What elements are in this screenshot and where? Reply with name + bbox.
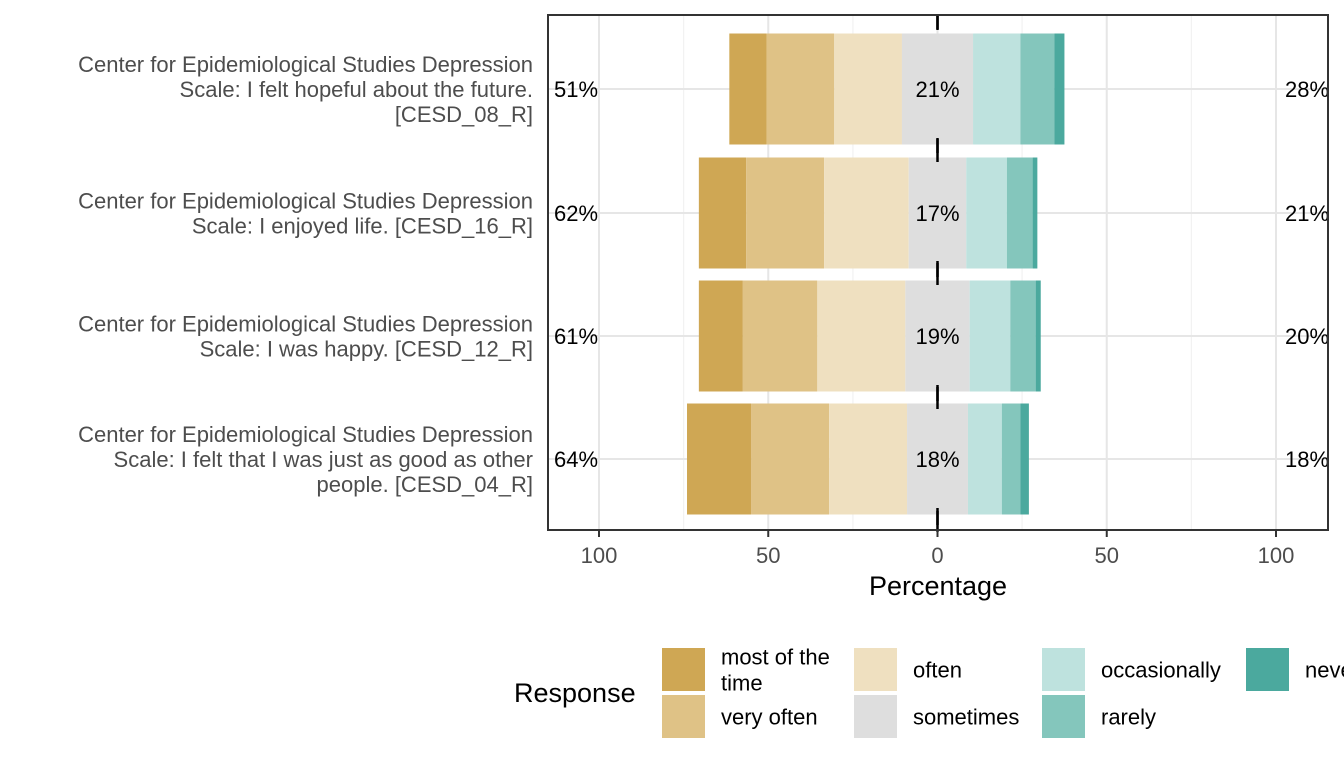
legend-label: most of the time (721, 645, 830, 696)
bar-segment (698, 157, 747, 269)
bar-segment (742, 280, 818, 392)
x-axis: 100 50 0 50 100 (547, 14, 1329, 568)
bar-segment (824, 157, 909, 269)
bar-segment (1006, 157, 1033, 269)
neutral-percent-label: 21% (915, 77, 959, 102)
x-tick-label: 0 (931, 543, 943, 568)
item-labels: Center for Epidemiological Studies Depre… (78, 52, 533, 497)
legend-item: occasionally (1042, 648, 1221, 691)
bar-segment (967, 403, 1002, 515)
legend-key (854, 648, 897, 691)
legend-label: often (913, 658, 962, 683)
low-percent-label: 64% (554, 447, 598, 472)
legend-item: sometimes (854, 695, 1019, 738)
legend-key (662, 648, 705, 691)
legend-key (1246, 648, 1289, 691)
neutral-percent-label: 17% (915, 201, 959, 226)
bar-segment (1054, 33, 1065, 145)
legend-key (662, 695, 705, 738)
bar-segment (908, 157, 967, 269)
legend-title: Response (514, 678, 636, 708)
high-percent-label: 21% (1285, 201, 1329, 226)
item-label: Center for Epidemiological Studies Depre… (78, 312, 533, 362)
bar-segment (907, 403, 968, 515)
low-percent-label: 51% (554, 77, 598, 102)
legend-key (1042, 695, 1085, 738)
bar-segment (969, 280, 1011, 392)
item-label: Center for Epidemiological Studies Depre… (78, 189, 533, 239)
bar-segment (1032, 157, 1038, 269)
bar-segment (1020, 33, 1055, 145)
legend-item: rarely (1042, 695, 1156, 738)
bar-segment (751, 403, 830, 515)
x-tick-label: 50 (756, 543, 780, 568)
legend-item: never (1246, 648, 1344, 691)
bar-segment (829, 403, 908, 515)
bar-segment (1001, 403, 1021, 515)
legend-label: rarely (1101, 705, 1156, 730)
high-percent-label: 20% (1285, 324, 1329, 349)
legend-label: never (1305, 658, 1344, 683)
legend-key (854, 695, 897, 738)
x-axis-title: Percentage (869, 571, 1007, 601)
bars-layer (687, 15, 1065, 532)
legend-label: sometimes (913, 705, 1019, 730)
bar-segment (901, 33, 974, 145)
legend-key (1042, 648, 1085, 691)
high-percent-label: 18% (1285, 447, 1329, 472)
low-percent-label: 61% (554, 324, 598, 349)
bar-segment (817, 280, 906, 392)
bar-segment (1035, 280, 1041, 392)
legend-item: most of the time (662, 645, 830, 696)
legend-item: often (854, 648, 962, 691)
bar-segment (687, 403, 752, 515)
low-percent-label: 62% (554, 201, 598, 226)
x-tick-label: 100 (1258, 543, 1295, 568)
bar-segment (1020, 403, 1029, 515)
legend-label: occasionally (1101, 658, 1221, 683)
neutral-percent-label: 18% (915, 447, 959, 472)
bar-segment (973, 33, 1021, 145)
bar-segment (966, 157, 1007, 269)
legend-label: very often (721, 705, 818, 730)
item-label: Center for Epidemiological Studies Depre… (78, 422, 533, 497)
item-label: Center for Epidemiological Studies Depre… (78, 52, 533, 127)
legend: Response most of the time very often often so… (514, 645, 1344, 738)
neutral-percent-label: 19% (915, 324, 959, 349)
percent-labels: 51% 21% 28% 62% 17% 21% 61% 19% 20% 64% 18% 18% (554, 77, 1329, 472)
high-percent-label: 28% (1285, 77, 1329, 102)
x-tick-label: 50 (1095, 543, 1119, 568)
x-tick-label: 100 (581, 543, 618, 568)
bar-segment (1010, 280, 1036, 392)
bar-segment (905, 280, 970, 392)
bar-segment (698, 280, 743, 392)
bar-segment (766, 33, 835, 145)
bar-segment (834, 33, 902, 145)
bar-segment (746, 157, 825, 269)
bar-segment (729, 33, 767, 145)
legend-item: very often (662, 695, 818, 738)
